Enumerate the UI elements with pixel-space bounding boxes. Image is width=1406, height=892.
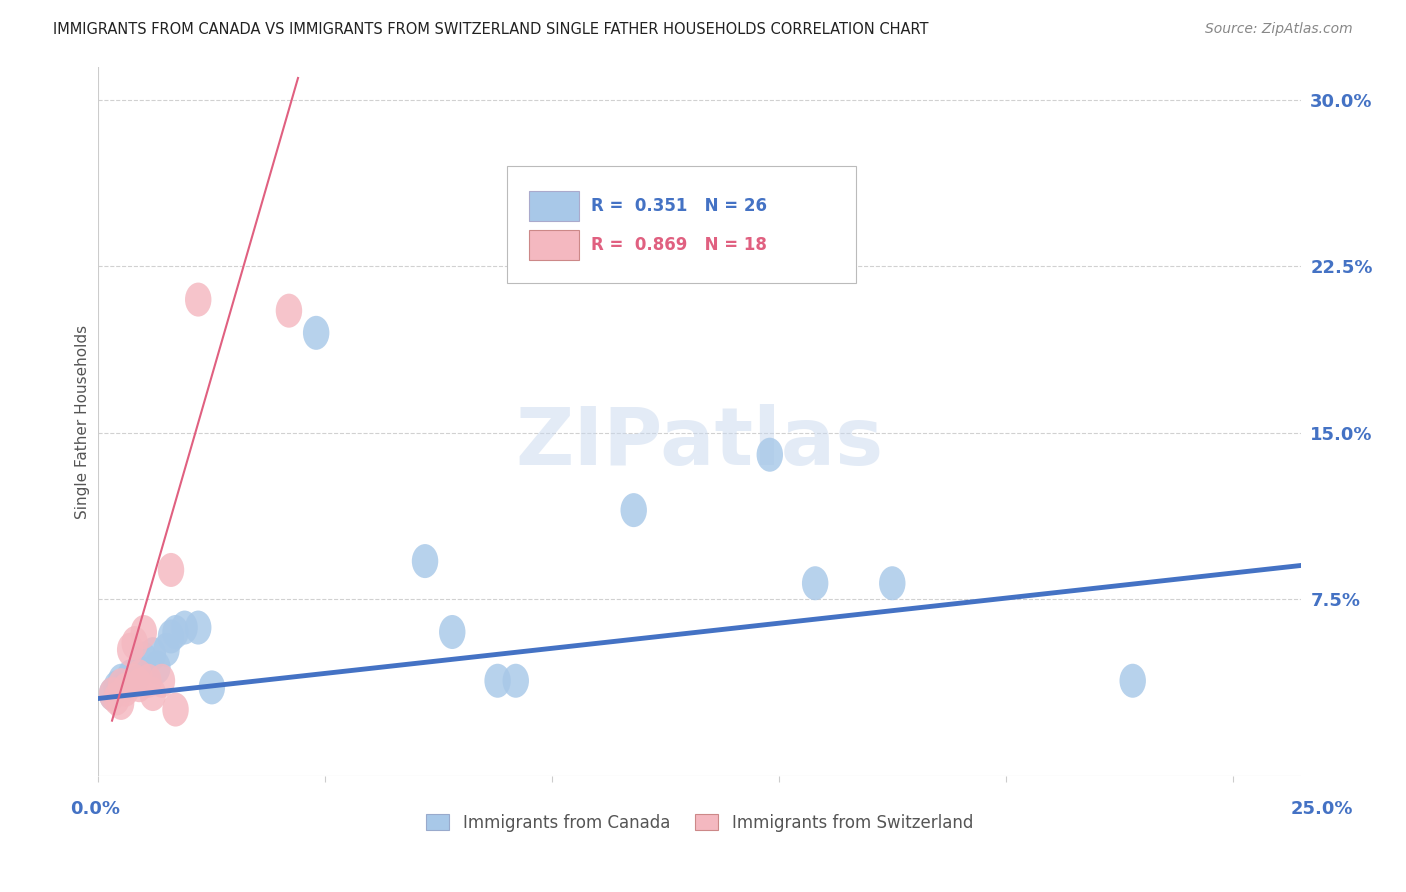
Ellipse shape	[153, 632, 180, 666]
Ellipse shape	[186, 610, 211, 645]
Ellipse shape	[198, 671, 225, 705]
Ellipse shape	[139, 637, 166, 671]
Ellipse shape	[302, 316, 329, 350]
FancyBboxPatch shape	[508, 166, 856, 283]
FancyBboxPatch shape	[529, 191, 579, 221]
Ellipse shape	[131, 641, 157, 675]
Ellipse shape	[98, 677, 125, 711]
Ellipse shape	[276, 293, 302, 327]
Ellipse shape	[412, 544, 439, 578]
Ellipse shape	[439, 615, 465, 649]
Ellipse shape	[117, 632, 143, 666]
Ellipse shape	[131, 615, 157, 649]
Ellipse shape	[127, 668, 152, 702]
Text: R =  0.351   N = 26: R = 0.351 N = 26	[592, 197, 768, 215]
Ellipse shape	[1119, 664, 1146, 698]
Ellipse shape	[801, 566, 828, 600]
Ellipse shape	[112, 673, 139, 706]
Text: R =  0.869   N = 18: R = 0.869 N = 18	[592, 235, 768, 254]
Text: ZIPatlas: ZIPatlas	[516, 404, 883, 482]
Ellipse shape	[108, 668, 135, 702]
Ellipse shape	[117, 659, 143, 693]
Ellipse shape	[157, 619, 184, 654]
Ellipse shape	[502, 664, 529, 698]
Ellipse shape	[879, 566, 905, 600]
Ellipse shape	[108, 686, 135, 720]
Legend: Immigrants from Canada, Immigrants from Switzerland: Immigrants from Canada, Immigrants from …	[419, 807, 980, 838]
Ellipse shape	[121, 664, 148, 698]
Text: IMMIGRANTS FROM CANADA VS IMMIGRANTS FROM SWITZERLAND SINGLE FATHER HOUSEHOLDS C: IMMIGRANTS FROM CANADA VS IMMIGRANTS FRO…	[53, 22, 929, 37]
Ellipse shape	[186, 283, 211, 317]
Ellipse shape	[157, 553, 184, 587]
Ellipse shape	[121, 664, 148, 698]
Ellipse shape	[112, 668, 139, 702]
Ellipse shape	[139, 677, 166, 711]
Ellipse shape	[121, 626, 148, 660]
Ellipse shape	[104, 681, 129, 715]
Ellipse shape	[127, 655, 152, 689]
Ellipse shape	[162, 615, 188, 649]
Text: 0.0%: 0.0%	[70, 800, 121, 818]
Ellipse shape	[135, 664, 162, 698]
Ellipse shape	[172, 610, 198, 645]
Ellipse shape	[108, 664, 135, 698]
Text: Source: ZipAtlas.com: Source: ZipAtlas.com	[1205, 22, 1353, 37]
Y-axis label: Single Father Households: Single Father Households	[75, 325, 90, 518]
FancyBboxPatch shape	[529, 230, 579, 260]
Ellipse shape	[127, 659, 152, 693]
Ellipse shape	[485, 664, 510, 698]
Ellipse shape	[149, 664, 176, 698]
Ellipse shape	[98, 677, 125, 711]
Ellipse shape	[162, 692, 188, 727]
Ellipse shape	[104, 671, 129, 705]
Ellipse shape	[756, 438, 783, 472]
Text: 25.0%: 25.0%	[1291, 800, 1353, 818]
Ellipse shape	[620, 493, 647, 527]
Ellipse shape	[145, 650, 170, 684]
